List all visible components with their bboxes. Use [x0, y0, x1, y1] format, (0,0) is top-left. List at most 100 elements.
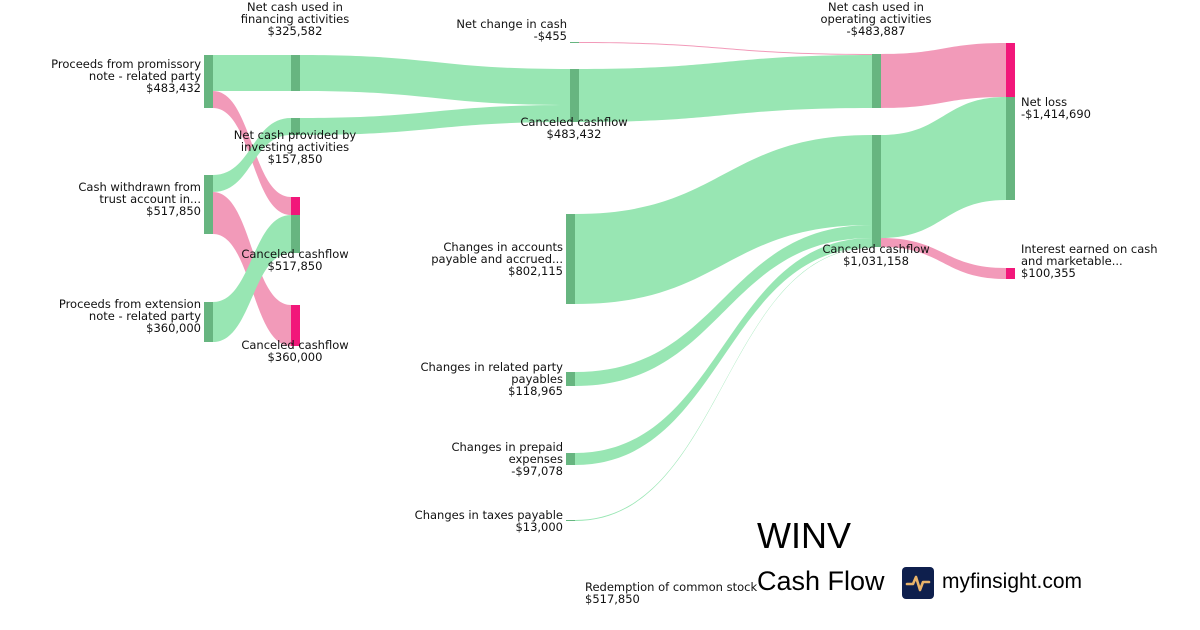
node-label: Canceled cashflow $517,850: [241, 248, 348, 272]
node-label: Net cash provided by investing activities…: [234, 129, 356, 165]
node-name-line: Net change in cash: [456, 17, 567, 31]
node-bar[interactable]: [291, 197, 300, 215]
node-name-line: and marketable...: [1021, 254, 1123, 268]
node-name-line: Net cash used in: [247, 0, 343, 14]
node-value: $483,432: [146, 80, 201, 95]
node-bar[interactable]: [1006, 97, 1015, 200]
brand-link[interactable]: myfinsight.com: [942, 570, 1083, 593]
node-label: Net loss -$1,414,690: [1021, 96, 1091, 120]
node-bar[interactable]: [570, 42, 579, 43]
node-value: $483,432: [546, 127, 602, 141]
flow-link[interactable]: [300, 105, 570, 135]
node-name-line: note - related party: [88, 309, 201, 323]
node-value: $802,115: [508, 264, 563, 278]
flow-link[interactable]: [300, 55, 570, 105]
node-value: $360,000: [146, 321, 201, 335]
node-bar[interactable]: [566, 214, 575, 304]
node-label: Redemption of common stock $517,850: [585, 581, 757, 605]
node-name-line: Cash withdrawn from: [78, 179, 201, 194]
node-bar[interactable]: [1006, 43, 1015, 97]
node-bar[interactable]: [872, 135, 881, 247]
node-name-line: trust account in...: [99, 191, 201, 206]
ticker-title: WINV: [757, 515, 851, 556]
flow-link[interactable]: [575, 225, 872, 386]
flow-link[interactable]: [575, 238, 872, 465]
node-bar[interactable]: [570, 69, 579, 122]
node-bar[interactable]: [566, 372, 575, 386]
node-label: Canceled cashflow $360,000: [241, 339, 348, 363]
node-label: Cash withdrawn from trust account in... $5…: [78, 181, 201, 217]
node-bar[interactable]: [566, 453, 575, 465]
node-value: $517,850: [146, 203, 201, 218]
flow-link[interactable]: [575, 135, 872, 304]
node-value: $517,850: [267, 259, 323, 273]
flow-link[interactable]: [579, 42, 872, 55]
node-label: Canceled cashflow $1,031,158: [822, 243, 929, 267]
node-name-line: Changes in related party: [420, 360, 563, 374]
node-bar[interactable]: [291, 118, 300, 135]
node-name-line: note - related party: [88, 68, 201, 83]
node-value: -$455: [533, 29, 567, 43]
node-name-line: Proceeds from extension: [58, 297, 201, 311]
node-value: $13,000: [515, 519, 563, 534]
node-value: $118,965: [508, 384, 563, 398]
flow-link[interactable]: [575, 247, 872, 522]
node-value: $325,582: [267, 24, 323, 38]
node-name-line: Canceled cashflow: [520, 115, 628, 129]
node-label: Net cash used in operating activities -$48…: [821, 1, 932, 37]
node-bar[interactable]: [872, 54, 881, 108]
node-name-line: financing activities: [240, 12, 350, 26]
flow-link[interactable]: [579, 55, 872, 122]
flow-link[interactable]: [881, 238, 1006, 279]
node-bar[interactable]: [291, 55, 300, 91]
node-name-line: investing activities: [240, 140, 350, 154]
node-value: -$1,414,690: [1021, 107, 1091, 121]
node-value: $1,031,158: [843, 254, 909, 268]
node-name-line: Canceled cashflow: [241, 247, 349, 261]
node-name-line: Net loss: [1021, 95, 1068, 109]
node-name-line: expenses: [508, 452, 563, 466]
node-label: Proceeds from extension note - related pa…: [59, 298, 201, 334]
node-label: Changes in related party payables $118,965: [420, 361, 563, 397]
node-name-line: Changes in prepaid: [451, 440, 563, 454]
node-label: Net cash used in financing activities $325…: [241, 1, 349, 37]
node-value: $360,000: [267, 350, 323, 364]
flow-link[interactable]: [213, 55, 291, 91]
node-bar[interactable]: [291, 215, 300, 253]
node-name-line: Interest earned on cash: [1021, 242, 1158, 256]
chart-subtitle: Cash Flow: [757, 566, 885, 596]
node-label: Canceled cashflow $483,432: [520, 116, 627, 140]
node-name-line: Canceled cashflow: [241, 338, 349, 352]
node-bar[interactable]: [1006, 268, 1015, 279]
node-value: -$483,887: [846, 24, 906, 38]
flow-link[interactable]: [881, 97, 1006, 238]
node-bar[interactable]: [291, 305, 300, 346]
node-label: Changes in accounts payable and accrued..…: [431, 241, 563, 277]
node-name-line: operating activities: [820, 12, 932, 26]
node-name-line: Changes in taxes payable: [414, 507, 563, 522]
node-name-line: Changes in accounts: [443, 240, 563, 254]
node-label: Proceeds from promissory note - related p…: [51, 58, 201, 94]
flow-link[interactable]: [881, 43, 1006, 108]
node-name-line: Redemption of common stock: [585, 580, 758, 594]
node-bar[interactable]: [204, 55, 213, 108]
node-label: Interest earned on cash and marketable...…: [1021, 243, 1158, 279]
node-label: Changes in taxes payable $13,000: [415, 509, 563, 533]
node-name-line: Proceeds from promissory: [51, 56, 201, 71]
flow-link[interactable]: [213, 215, 291, 342]
node-label: Changes in prepaid expenses -$97,078: [451, 441, 563, 477]
node-bar[interactable]: [566, 520, 575, 521]
node-value: $517,850: [585, 592, 640, 606]
node-label: Net change in cash -$455: [456, 18, 567, 42]
flow-link[interactable]: [213, 118, 291, 192]
node-name-line: payables: [511, 372, 563, 386]
node-name-line: Net cash provided by: [233, 128, 357, 142]
node-value: $100,355: [1021, 266, 1076, 280]
node-name-line: payable and accrued...: [431, 252, 563, 266]
node-bar[interactable]: [204, 302, 213, 342]
myfinsight-logo-icon: [902, 567, 934, 599]
node-bar[interactable]: [204, 175, 213, 234]
node-value: -$97,078: [511, 464, 563, 478]
